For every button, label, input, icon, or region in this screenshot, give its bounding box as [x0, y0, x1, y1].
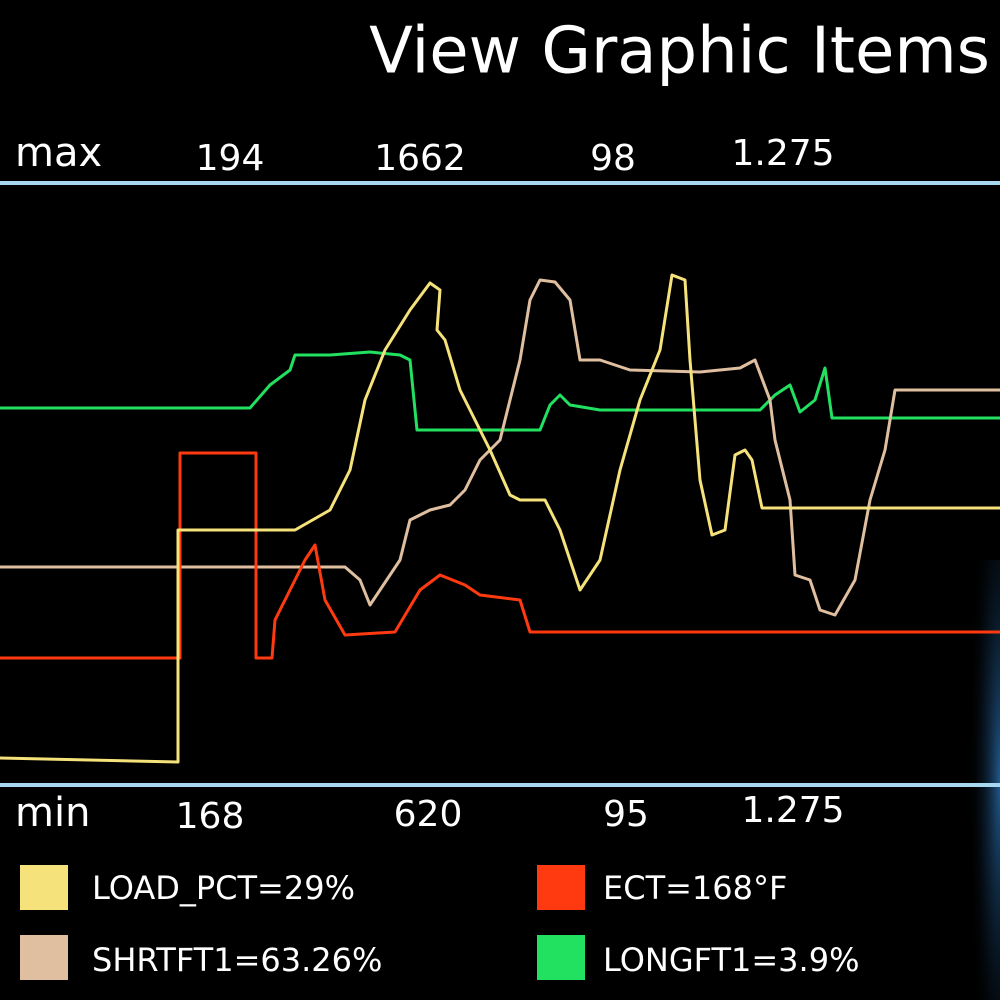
legend-swatch — [537, 865, 585, 910]
max-value: 1.275 — [731, 133, 834, 174]
edge-glow — [960, 560, 1000, 1000]
min-value: 620 — [394, 794, 463, 835]
min-value: 95 — [603, 794, 649, 835]
min-label: min — [15, 790, 90, 836]
load-pct-trace — [0, 273, 1000, 764]
min-value: 1.275 — [741, 790, 844, 831]
max-label: max — [15, 130, 102, 176]
max-value: 1662 — [374, 138, 466, 179]
legend-swatch — [537, 935, 585, 980]
longft1-trace — [0, 350, 1000, 432]
title: View Graphic Items — [369, 15, 990, 89]
shrtft1-trace — [0, 278, 1000, 617]
legend-label: ECT=168°F — [603, 869, 787, 907]
max-value: 98 — [590, 138, 636, 179]
max-value: 194 — [196, 138, 265, 179]
min-value: 168 — [176, 796, 245, 837]
ect-trace — [0, 451, 1000, 660]
legend-label: SHRTFT1=63.26% — [92, 941, 382, 979]
legend-swatch — [20, 935, 68, 980]
legend-swatch — [20, 865, 68, 910]
legend-label: LONGFT1=3.9% — [603, 941, 859, 979]
legend-label: LOAD_PCT=29% — [92, 869, 355, 907]
